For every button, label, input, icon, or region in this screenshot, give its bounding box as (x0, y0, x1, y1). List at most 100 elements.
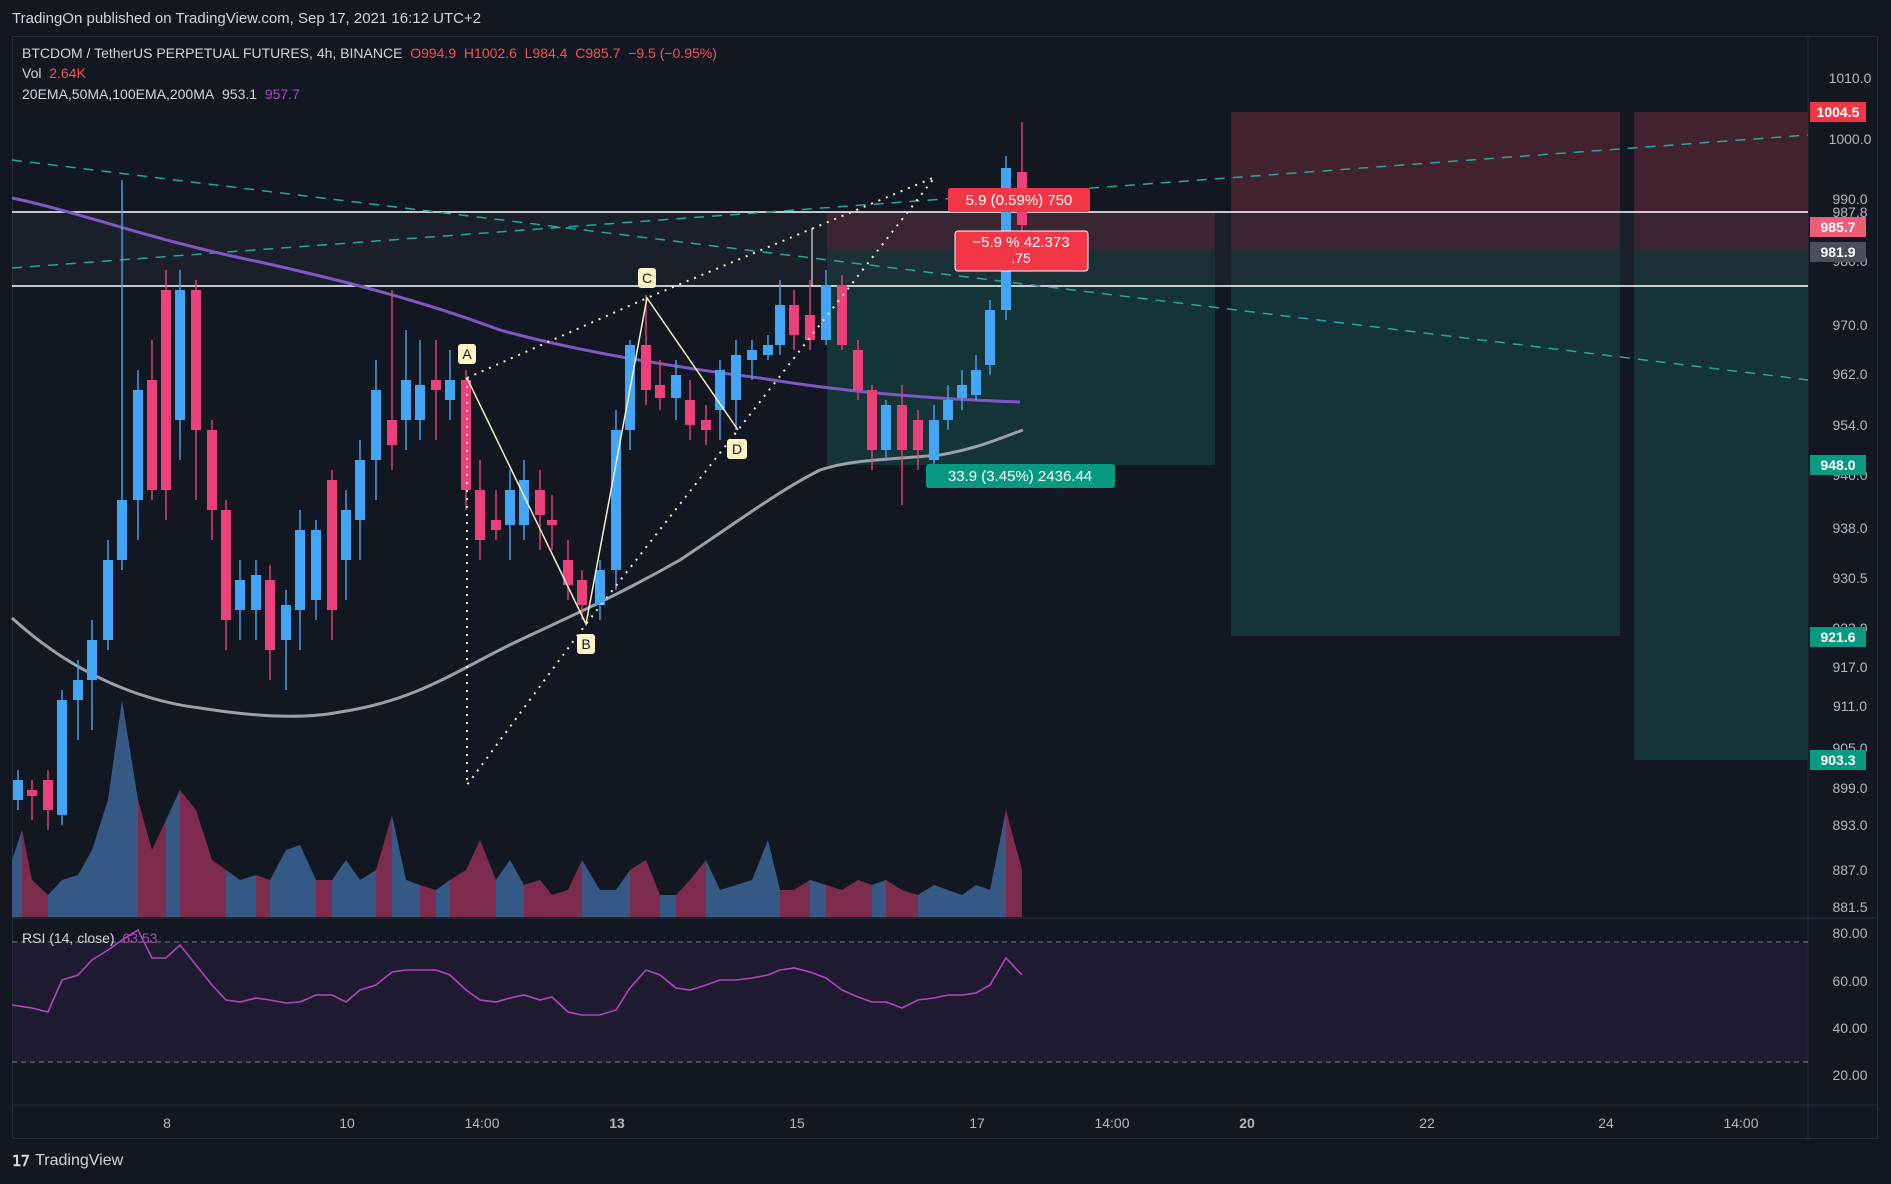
candle-down (789, 290, 799, 350)
candle-down (191, 280, 201, 500)
volume-bar (568, 860, 582, 917)
publish-header: TradingOn published on TradingView.com, … (0, 0, 1891, 36)
volume-bar (962, 885, 976, 917)
volume-bar (646, 860, 660, 917)
candle-down (837, 275, 847, 350)
candle-up (821, 270, 831, 345)
price-badge: 1004.5 (1810, 102, 1866, 122)
candle-up (985, 300, 995, 375)
volume-legend: Vol 2.64K (22, 65, 86, 81)
candle-up (73, 660, 83, 740)
candle-up (371, 360, 381, 500)
volume-bar (902, 890, 918, 917)
volume-bar (872, 880, 886, 917)
volume-bar (316, 880, 332, 917)
volume-bar (752, 840, 768, 917)
time-tick: 13 (609, 1115, 625, 1131)
candle-up (341, 490, 351, 600)
volume-bar (616, 870, 630, 917)
svg-text:948.0: 948.0 (1820, 457, 1855, 473)
volume-bar (108, 700, 122, 917)
candle-up (595, 560, 605, 620)
point-a-label: A (462, 346, 472, 362)
symbol-name: BTCDOM / TetherUS PERPETUAL FUTURES, 4h,… (22, 45, 403, 61)
point-b-marker: B (577, 634, 595, 654)
volume-bar (976, 885, 990, 917)
long-stop-zone-2 (1634, 112, 1808, 250)
volume-bar (376, 815, 392, 917)
candle-up (415, 340, 425, 440)
harmonic-pattern-diagonals-2 (466, 176, 936, 789)
volume-bar (300, 845, 316, 917)
volume-bar (122, 700, 138, 917)
time-axis: 8 10 14:00 13 15 17 14:00 20 22 24 14:00 (163, 1115, 1759, 1131)
price-tick: 962.0 (1832, 366, 1867, 382)
tradingview-brand: TradingView (35, 1152, 124, 1169)
footer-bar (0, 1148, 1891, 1184)
volume-bar (794, 880, 810, 917)
volume-bar (360, 870, 376, 917)
tradingview-logo[interactable]: 𝟣𝟩 TradingView (12, 1152, 123, 1170)
volume-bar (706, 860, 720, 917)
volume-bar (934, 885, 948, 917)
candle-down (43, 770, 53, 830)
svg-text:1004.5: 1004.5 (1817, 104, 1860, 120)
price-tick: 911.0 (1833, 698, 1867, 714)
candle-up (731, 340, 741, 430)
rsi-label: RSI (14, close) (22, 930, 115, 946)
candle-up (943, 385, 953, 430)
rsi-tick: 60.00 (1832, 973, 1867, 989)
point-d-label: D (732, 441, 742, 457)
point-a-marker: A (458, 344, 476, 364)
resistance-zone (12, 212, 1808, 286)
long-target-zone-1 (1231, 250, 1620, 636)
price-tick: 987.8 (1832, 204, 1867, 220)
volume-bar (780, 890, 794, 917)
trendline-descending (11, 159, 1809, 381)
candle-up (133, 370, 143, 540)
harmonic-pattern-diagonals (466, 176, 936, 379)
price-tick: 1010.0 (1829, 70, 1872, 86)
svg-text:903.3: 903.3 (1820, 752, 1855, 768)
price-badge: 921.6 (1810, 627, 1866, 647)
candle-down (265, 565, 275, 680)
candle-down (327, 470, 337, 640)
volume-bar (540, 880, 552, 917)
candle-down (685, 380, 695, 440)
price-tick: 899.0 (1832, 780, 1867, 796)
volume-bar (480, 840, 496, 917)
candle-up (13, 770, 23, 810)
price-tick: 930.5 (1832, 570, 1867, 586)
volume-bar (990, 810, 1006, 917)
candle-down (867, 385, 877, 470)
ohlc-open: O994.9 (410, 45, 457, 61)
candle-up (401, 330, 411, 450)
price-tick: 954.0 (1832, 417, 1867, 433)
price-tick: 990.0 (1832, 191, 1867, 207)
price-tick: 970.0 (1832, 317, 1867, 333)
volume-bar (842, 880, 858, 917)
symbol-legend: BTCDOM / TetherUS PERPETUAL FUTURES, 4h,… (22, 45, 717, 61)
candle-down (641, 295, 651, 405)
candle-up (235, 560, 245, 640)
volume-bar (918, 885, 934, 917)
rsi-tick: 20.00 (1832, 1067, 1867, 1083)
candle-down (491, 490, 501, 540)
point-c-marker: C (638, 268, 656, 288)
time-tick: 14:00 (464, 1115, 499, 1131)
volume-bar (436, 880, 450, 917)
candle-up (175, 270, 185, 460)
ema-200-line (11, 196, 1021, 404)
short-label-box (948, 188, 1090, 212)
candle-down (1017, 122, 1027, 232)
time-tick: 8 (163, 1115, 171, 1131)
point-c-label: C (642, 270, 652, 286)
candle-down (221, 500, 231, 650)
rsi-value: 63.53 (122, 930, 158, 946)
price-badge: 985.7 (1810, 217, 1866, 237)
volume-bar (768, 840, 780, 917)
candle-up (281, 590, 291, 690)
price-badge: 981.9 (1810, 242, 1866, 262)
candle-up (611, 410, 621, 590)
